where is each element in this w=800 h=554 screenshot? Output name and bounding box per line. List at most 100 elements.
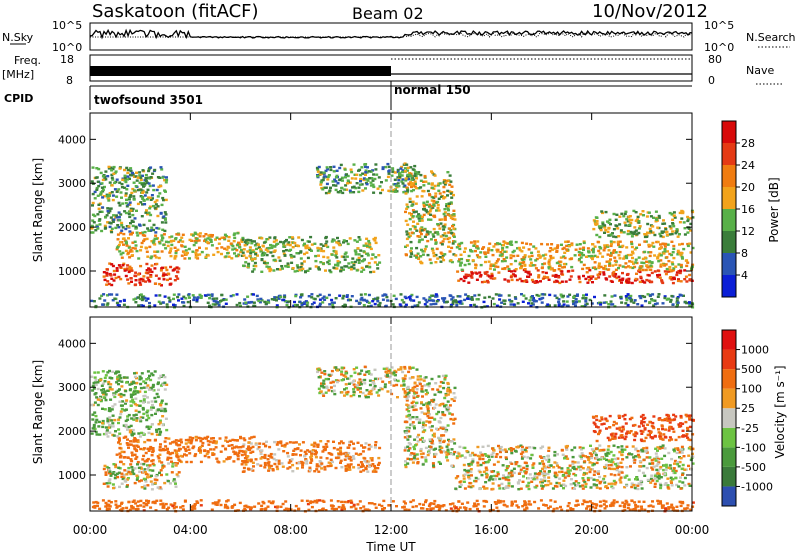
echo-cell	[99, 193, 102, 196]
echo-cell	[126, 415, 130, 418]
freq-label-2: [MHz]	[2, 68, 34, 81]
echo-cell	[318, 298, 322, 301]
echo-cell	[240, 240, 244, 243]
echo-cell	[499, 455, 503, 459]
echo-cell	[601, 222, 605, 226]
echo-cell	[384, 304, 388, 308]
echo-cell	[413, 438, 417, 441]
echo-cell	[633, 226, 637, 229]
echo-cell	[643, 235, 647, 239]
echo-cell	[607, 260, 611, 263]
echo-cell	[114, 372, 117, 375]
echo-cell	[381, 188, 384, 192]
echo-cell	[111, 299, 115, 302]
echo-cell	[141, 190, 145, 193]
echo-cell	[120, 380, 124, 383]
echo-cell	[351, 455, 355, 458]
echo-cell	[416, 394, 420, 398]
echo-cell	[131, 173, 135, 176]
echo-cell	[380, 181, 383, 184]
echo-cell	[486, 279, 489, 283]
echo-cell	[138, 297, 142, 300]
colorbar-swatch	[722, 253, 736, 275]
echo-cell	[490, 249, 494, 252]
echo-cell	[574, 298, 578, 301]
echo-cell	[139, 293, 143, 296]
echo-cell	[659, 445, 663, 449]
echo-cell	[321, 301, 325, 304]
echo-cell	[509, 263, 513, 266]
echo-cell	[472, 303, 476, 307]
echo-cell	[413, 254, 417, 257]
echo-cell	[140, 183, 144, 186]
echo-cell	[114, 474, 118, 477]
echo-cell	[112, 269, 116, 273]
echo-cell	[434, 231, 438, 234]
echo-cell	[651, 293, 655, 296]
echo-cell	[178, 447, 182, 451]
echo-cell	[327, 191, 331, 195]
echo-cell	[349, 394, 353, 398]
echo-cell	[316, 370, 320, 374]
echo-cell	[521, 261, 525, 265]
echo-cell	[424, 376, 428, 379]
echo-cell	[681, 257, 684, 260]
echo-cell	[242, 443, 246, 446]
echo-cell	[416, 461, 420, 464]
echo-cell	[273, 462, 277, 466]
echo-cell	[534, 300, 538, 303]
echo-cell	[564, 240, 568, 243]
echo-cell	[106, 294, 109, 297]
echo-cell	[127, 470, 131, 474]
echo-cell	[498, 242, 502, 246]
echo-cell	[691, 303, 695, 306]
echo-cell	[413, 304, 417, 307]
echo-cell	[93, 197, 97, 200]
echo-cell	[224, 447, 227, 450]
echo-cell	[553, 474, 557, 477]
echo-cell	[412, 408, 416, 412]
echo-cell	[268, 269, 272, 273]
echo-cell	[662, 219, 665, 222]
echo-cell	[333, 384, 336, 388]
echo-cell	[402, 191, 406, 194]
echo-cell	[96, 381, 100, 384]
echo-cell	[453, 218, 457, 221]
echo-cell	[291, 267, 295, 270]
echo-cell	[459, 299, 463, 303]
echo-cell	[188, 238, 192, 242]
echo-cell	[358, 302, 361, 305]
echo-cell	[409, 175, 413, 178]
echo-cell	[440, 218, 444, 221]
echo-cell	[388, 376, 392, 379]
echo-cell	[420, 226, 424, 229]
echo-cell	[443, 426, 447, 430]
echo-cell	[627, 265, 630, 268]
echo-cell	[129, 222, 132, 225]
echo-cell	[337, 454, 341, 457]
echo-cell	[123, 179, 127, 182]
echo-cell	[658, 232, 662, 236]
echo-cell	[174, 485, 178, 488]
echo-cell	[267, 247, 271, 250]
echo-cell	[128, 203, 132, 206]
echo-cell	[444, 394, 448, 397]
echo-cell	[436, 388, 440, 391]
echo-cell	[138, 404, 142, 407]
echo-cell	[453, 417, 457, 421]
echo-cell	[353, 260, 357, 264]
echo-cell	[362, 298, 366, 302]
echo-cell	[664, 242, 668, 246]
echo-cell	[591, 468, 594, 471]
echo-cell	[156, 250, 160, 253]
echo-cell	[419, 447, 423, 451]
echo-cell	[129, 194, 133, 197]
noise-panel: N.Sky 10^5 10^0 10^5 10^0 N.Search	[2, 19, 796, 54]
echo-cell	[122, 450, 126, 454]
echo-cell	[320, 382, 323, 385]
echo-cell	[313, 242, 317, 245]
echo-cell	[683, 278, 687, 281]
echo-cell	[235, 439, 239, 442]
echo-cell	[393, 183, 397, 186]
echo-cell	[325, 445, 329, 448]
